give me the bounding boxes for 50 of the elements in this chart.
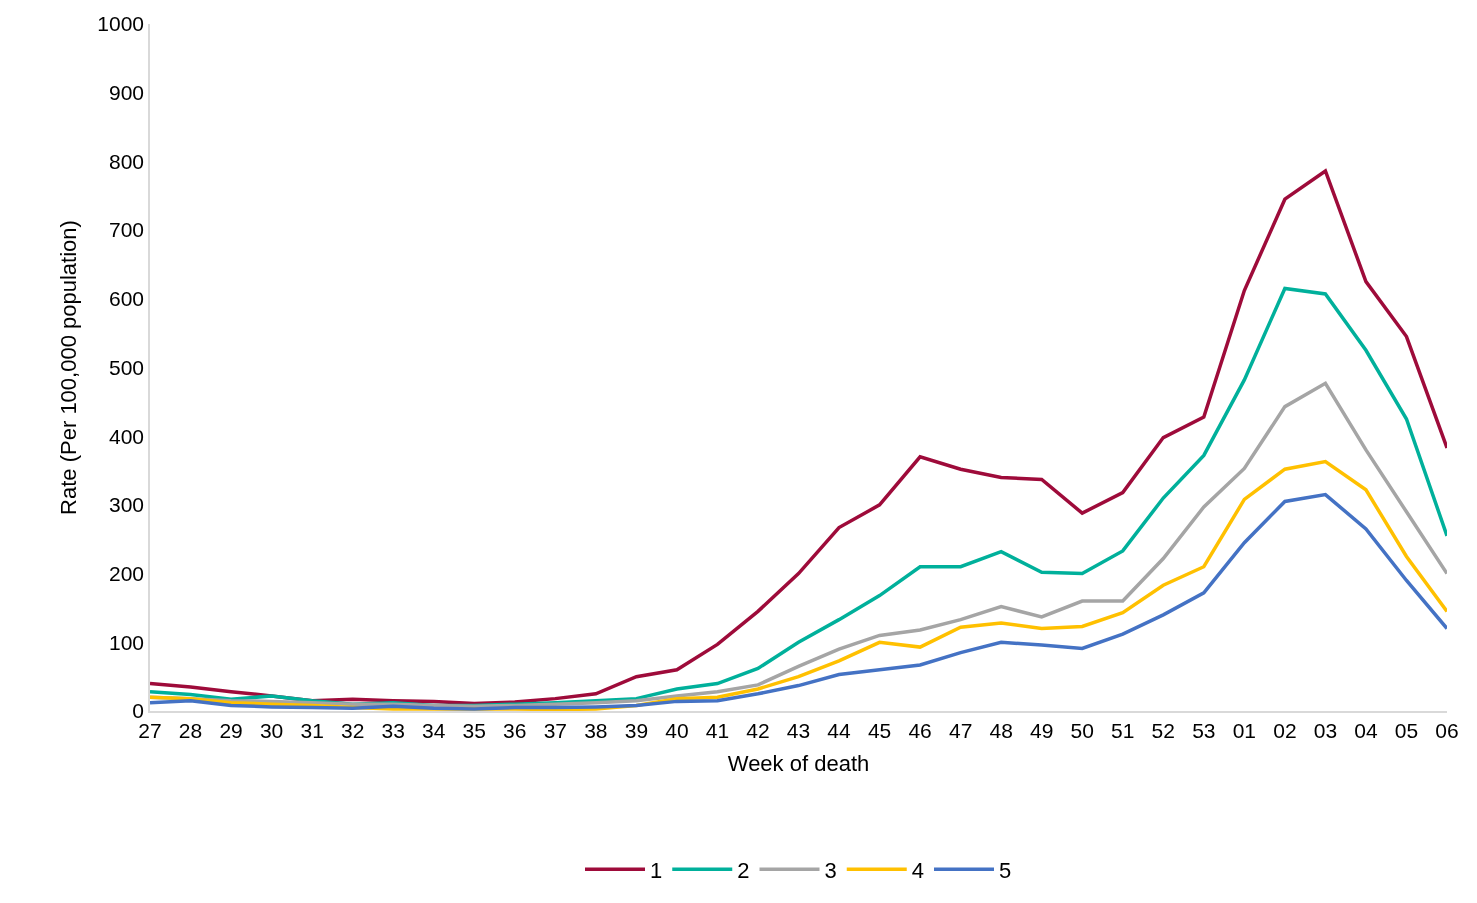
- x-tick-label: 33: [381, 718, 405, 742]
- y-tick-label: 800: [109, 149, 145, 173]
- y-tick-label: 1000: [97, 12, 145, 36]
- x-tick-label: 37: [543, 718, 567, 742]
- legend-label: 3: [824, 857, 837, 883]
- x-tick-label: 50: [1070, 718, 1094, 742]
- y-tick-label: 500: [109, 355, 145, 379]
- line-series: [150, 169, 1447, 706]
- legend-label: 2: [737, 857, 750, 883]
- x-tick-label: 30: [259, 718, 284, 742]
- x-tick-label: 05: [1394, 718, 1419, 742]
- x-axis-title: Week of death: [727, 751, 870, 777]
- y-tick-label: 900: [109, 81, 145, 105]
- x-tick-label: 39: [624, 718, 649, 742]
- y-tick-label: 200: [109, 561, 145, 585]
- legend-label: 4: [911, 857, 924, 883]
- x-tick-label: 32: [340, 718, 365, 742]
- x-tick-label: 40: [665, 718, 689, 742]
- x-tick-label: 41: [705, 718, 730, 742]
- y-tick-label: 600: [109, 287, 145, 311]
- x-tick-label: 34: [422, 718, 446, 742]
- x-tick-label: 48: [989, 718, 1013, 742]
- x-tick-label: 46: [908, 718, 932, 742]
- x-tick-label: 45: [867, 718, 892, 742]
- x-tick-label: 51: [1111, 718, 1135, 742]
- x-tick-label: 02: [1273, 718, 1297, 742]
- y-axis-title: Rate (Per 100,000 population): [55, 220, 81, 515]
- y-tick-label: 300: [109, 493, 145, 517]
- x-tick-label: 06: [1435, 718, 1459, 742]
- x-tick-label: 52: [1151, 718, 1175, 742]
- x-tick-label: 03: [1313, 718, 1338, 742]
- x-tick-label: 35: [462, 718, 486, 742]
- x-tick-label: 28: [178, 718, 203, 742]
- x-tick-label: 53: [1192, 718, 1216, 742]
- x-tick-label: 01: [1232, 718, 1257, 742]
- x-tick-label: 29: [219, 718, 243, 742]
- x-tick-label: 49: [1030, 718, 1054, 742]
- x-tick-label: 31: [300, 718, 324, 742]
- x-tick-label: 04: [1354, 718, 1378, 742]
- x-tick-label: 44: [827, 718, 852, 742]
- x-tick-label: 36: [503, 718, 527, 742]
- legend-label: 1: [650, 857, 663, 883]
- x-tick-label: 38: [584, 718, 608, 742]
- y-tick-label: 100: [109, 630, 145, 654]
- legend-label: 5: [999, 857, 1012, 883]
- x-tick-label: 42: [746, 718, 770, 742]
- y-tick-label: 400: [109, 424, 145, 448]
- x-tick-label: 43: [786, 718, 811, 742]
- y-tick-label: 700: [109, 218, 145, 242]
- x-tick-label: 47: [948, 718, 973, 742]
